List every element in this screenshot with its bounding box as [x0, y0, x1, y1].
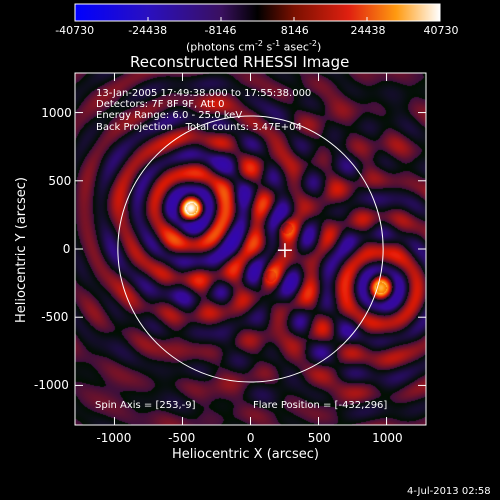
- x-tick-label: -1000: [96, 431, 132, 445]
- solar-limb-circle: [117, 115, 384, 383]
- colorbar-tick-label: 40730: [423, 24, 459, 37]
- y-tick-label: 500: [48, 173, 72, 188]
- flare-position-label: Flare Position = [-432,296]: [253, 400, 388, 411]
- x-axis-label: Heliocentric X (arcsec): [172, 447, 319, 462]
- info-line-3: Energy Range: 6.0 - 25.0 keV: [96, 110, 243, 121]
- colorbar-tick-label: -40730: [55, 24, 95, 37]
- x-tick-label: 0: [246, 431, 255, 445]
- plot-overlay: [117, 115, 384, 383]
- x-tick-label: -500: [168, 431, 196, 445]
- y-tick-label: -1000: [34, 378, 69, 393]
- colorbar-unit: (photons cm-2 s-1 asec-2): [186, 39, 322, 54]
- colorbar-tick-label: -24438: [128, 24, 168, 37]
- footer-date: 4-Jul-2013 02:58: [407, 486, 491, 497]
- x-tick-label: 500: [307, 431, 331, 445]
- colorbar-tick-label: 8146: [280, 24, 309, 37]
- colorbar-tick-label: 24438: [350, 24, 386, 37]
- info-line-1: 13-Jan-2005 17:49:38.000 to 17:55:38.000: [96, 88, 312, 99]
- x-tick-label: 1000: [372, 431, 403, 445]
- info-line-4: Back Projection Total counts: 3.47E+04: [96, 122, 302, 133]
- colorbar-ticks: [74, 17, 441, 21]
- y-axis-label: Heliocentric Y (arcsec): [14, 177, 29, 323]
- heatmap-image: [75, 73, 426, 425]
- chart-title: Reconstructed RHESSI Image: [130, 53, 350, 71]
- axis-ticks: [75, 73, 426, 425]
- spin-axis-label: Spin Axis = [253,-9]: [95, 400, 196, 411]
- y-tick-label: 1000: [41, 105, 72, 120]
- colorbar-tick-label: -8146: [204, 24, 237, 37]
- y-tick-label: 0: [62, 242, 71, 256]
- y-tick-label: -500: [41, 310, 69, 325]
- info-line-2: Detectors: 7F 8F 9F, Att 0: [96, 99, 225, 110]
- colorbar: [74, 3, 441, 22]
